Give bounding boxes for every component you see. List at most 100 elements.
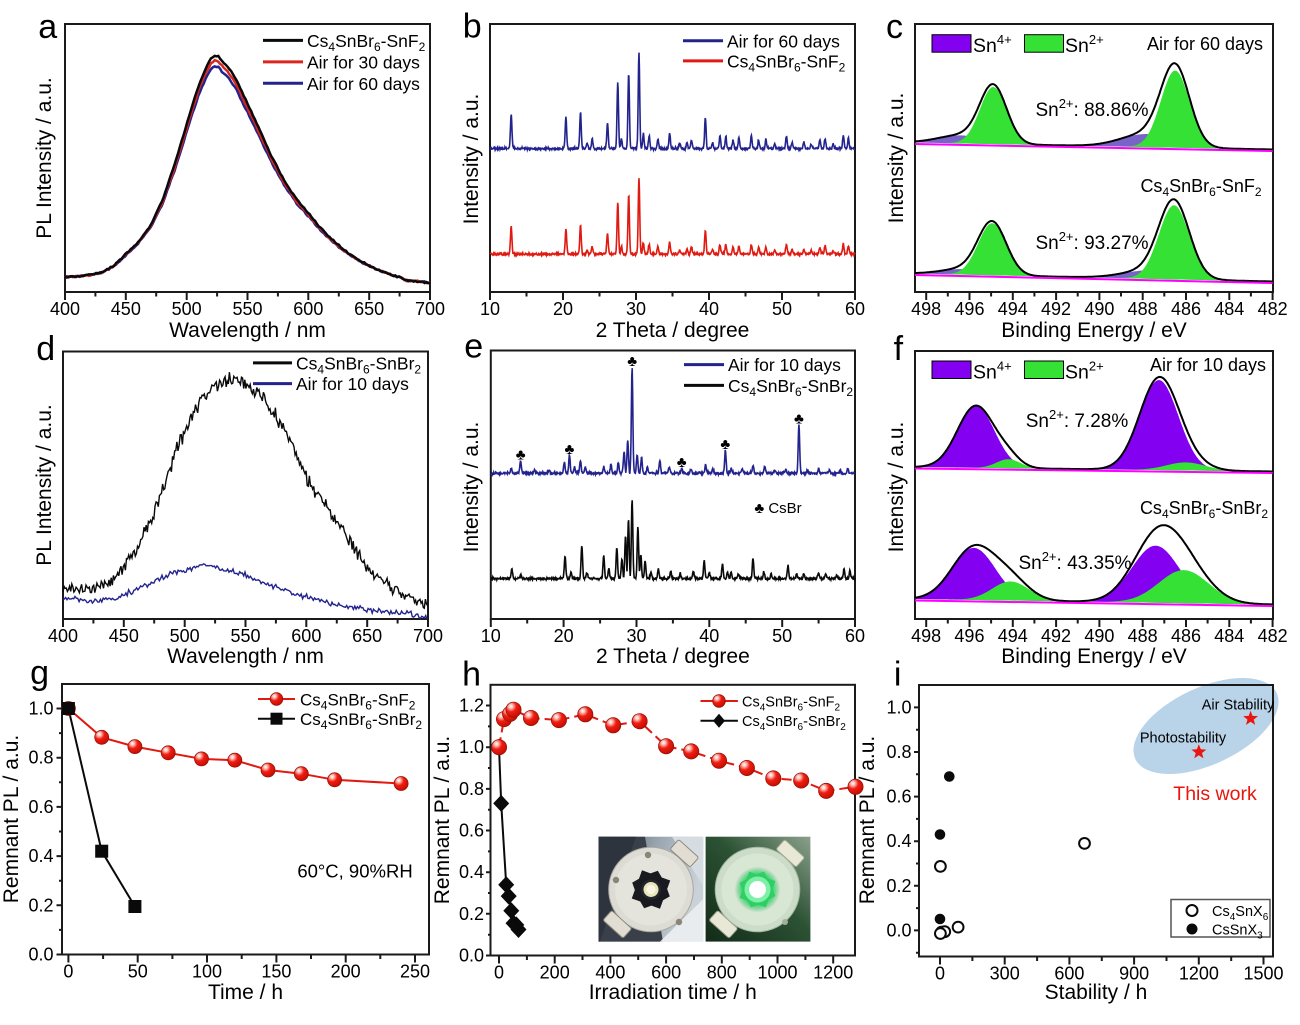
- svg-text:600: 600: [291, 626, 321, 646]
- svg-text:20: 20: [553, 299, 573, 319]
- svg-text:200: 200: [331, 962, 361, 982]
- svg-text:400: 400: [50, 299, 80, 319]
- svg-text:500: 500: [172, 299, 202, 319]
- svg-text:400: 400: [48, 626, 78, 646]
- svg-text:482: 482: [1258, 299, 1288, 319]
- svg-text:d: d: [36, 330, 55, 368]
- svg-text:0.4: 0.4: [459, 862, 484, 882]
- svg-text:Cs4​SnBr6​-SnF2​: Cs4​SnBr6​-SnF2​: [727, 51, 846, 74]
- svg-text:2 Theta / degree: 2 Theta / degree: [596, 319, 750, 342]
- svg-text:Photostability: Photostability: [1140, 731, 1227, 747]
- svg-text:0.2: 0.2: [28, 895, 53, 915]
- svg-text:1000: 1000: [757, 963, 797, 983]
- svg-text:0.2: 0.2: [886, 876, 911, 896]
- svg-text:900: 900: [1119, 964, 1149, 984]
- svg-text:0.0: 0.0: [459, 946, 484, 966]
- svg-text:Cs4​SnBr6​-SnBr2​: Cs4​SnBr6​-SnBr2​: [296, 353, 421, 376]
- svg-text:Air for 10 days: Air for 10 days: [1150, 355, 1266, 375]
- svg-text:1.0: 1.0: [886, 697, 911, 717]
- svg-text:Irradiation time / h: Irradiation time / h: [589, 981, 757, 1004]
- svg-text:Air for 10 days: Air for 10 days: [296, 374, 409, 394]
- svg-text:♣: ♣: [720, 436, 730, 453]
- svg-text:494: 494: [998, 626, 1028, 646]
- svg-text:488: 488: [1128, 299, 1158, 319]
- svg-text:Remnant PL / a.u.: Remnant PL / a.u.: [0, 735, 23, 903]
- svg-text:♣: ♣: [794, 410, 804, 427]
- svg-text:496: 496: [954, 299, 984, 319]
- svg-text:f: f: [894, 330, 904, 368]
- svg-text:Air Stability: Air Stability: [1202, 698, 1275, 714]
- svg-text:0.6: 0.6: [28, 797, 53, 817]
- svg-text:450: 450: [109, 626, 139, 646]
- svg-text:492: 492: [1041, 626, 1071, 646]
- svg-text:Air for 10 days: Air for 10 days: [728, 355, 841, 375]
- svg-text:Cs4​SnBr6​-SnBr2​: Cs4​SnBr6​-SnBr2​: [728, 376, 853, 399]
- svg-text:Sn2+: Sn2+: [1065, 359, 1104, 384]
- svg-text:Cs4​SnBr6​-SnF2​: Cs4​SnBr6​-SnF2​: [742, 695, 841, 714]
- svg-text:Cs4​SnBr6​-SnBr2​: Cs4​SnBr6​-SnBr2​: [1140, 498, 1268, 521]
- svg-text:50: 50: [772, 626, 792, 646]
- svg-text:g: g: [30, 654, 49, 692]
- svg-text:550: 550: [232, 299, 262, 319]
- svg-text:10: 10: [481, 626, 501, 646]
- svg-text:Binding Energy / eV: Binding Energy / eV: [1001, 319, 1187, 342]
- svg-text:486: 486: [1171, 299, 1201, 319]
- svg-text:498: 498: [911, 626, 941, 646]
- svg-text:0.2: 0.2: [459, 904, 484, 924]
- svg-text:650: 650: [354, 299, 384, 319]
- svg-text:0.4: 0.4: [28, 846, 53, 866]
- svg-text:0.0: 0.0: [886, 920, 911, 940]
- svg-text:Remnant PL / a.u.: Remnant PL / a.u.: [431, 736, 454, 904]
- svg-text:450: 450: [111, 299, 141, 319]
- svg-text:Intensity / a.u.: Intensity / a.u.: [460, 422, 483, 553]
- svg-text:492: 492: [1041, 299, 1071, 319]
- svg-text:0.8: 0.8: [28, 748, 53, 768]
- svg-text:i: i: [894, 655, 902, 693]
- svg-text:650: 650: [352, 626, 382, 646]
- svg-text:490: 490: [1084, 626, 1114, 646]
- svg-text:PL Intensity / a.u.: PL Intensity / a.u.: [33, 404, 56, 565]
- svg-text:Intensity / a.u.: Intensity / a.u.: [460, 94, 483, 225]
- svg-text:0: 0: [63, 962, 73, 982]
- svg-text:600: 600: [1054, 964, 1084, 984]
- svg-text:Time / h: Time / h: [208, 981, 283, 1004]
- svg-text:b: b: [463, 8, 482, 46]
- svg-text:1200: 1200: [1179, 964, 1219, 984]
- svg-text:40: 40: [699, 299, 719, 319]
- svg-text:20: 20: [554, 626, 574, 646]
- svg-text:496: 496: [954, 626, 984, 646]
- svg-text:Cs4​SnBr6​-SnF2​: Cs4​SnBr6​-SnF2​: [300, 691, 416, 713]
- svg-text:30: 30: [626, 626, 646, 646]
- svg-text:700: 700: [413, 626, 443, 646]
- svg-text:Intensity / a.u.: Intensity / a.u.: [885, 422, 908, 553]
- svg-text:Sn2+: 43.35%: Sn2+: 43.35%: [1018, 549, 1131, 574]
- svg-text:c: c: [886, 8, 903, 46]
- svg-text:Sn2+: 93.27%: Sn2+: 93.27%: [1035, 229, 1148, 254]
- svg-text:♣: ♣: [627, 353, 637, 370]
- svg-text:0.6: 0.6: [886, 787, 911, 807]
- svg-text:Air for 60 days: Air for 60 days: [1147, 34, 1263, 54]
- svg-text:Air for 60 days: Air for 60 days: [307, 74, 420, 94]
- svg-text:a: a: [38, 8, 57, 46]
- svg-text:482: 482: [1258, 626, 1288, 646]
- svg-text:Cs4​SnBr6​-SnBr2​: Cs4​SnBr6​-SnBr2​: [300, 710, 422, 732]
- svg-text:0: 0: [494, 963, 504, 983]
- svg-text:150: 150: [261, 962, 291, 982]
- svg-text:1.0: 1.0: [28, 699, 53, 719]
- svg-text:50: 50: [772, 299, 792, 319]
- svg-text:800: 800: [707, 963, 737, 983]
- svg-text:2 Theta / degree: 2 Theta / degree: [596, 645, 750, 668]
- svg-text:600: 600: [293, 299, 323, 319]
- svg-text:♣ CsBr: ♣ CsBr: [754, 500, 801, 517]
- svg-text:494: 494: [998, 299, 1028, 319]
- svg-text:CsSnX3​: CsSnX3​: [1212, 923, 1263, 942]
- svg-text:700: 700: [415, 299, 445, 319]
- svg-text:0.6: 0.6: [459, 821, 484, 841]
- svg-text:300: 300: [990, 964, 1020, 984]
- svg-text:Air for 60 days: Air for 60 days: [727, 31, 840, 51]
- svg-text:Cs4​SnBr6​-SnF2​: Cs4​SnBr6​-SnF2​: [1140, 176, 1261, 199]
- svg-text:PL Intensity / a.u.: PL Intensity / a.u.: [33, 77, 56, 238]
- svg-text:Cs4​SnX6​: Cs4​SnX6​: [1212, 904, 1269, 923]
- svg-text:0: 0: [935, 964, 945, 984]
- svg-text:60: 60: [845, 299, 865, 319]
